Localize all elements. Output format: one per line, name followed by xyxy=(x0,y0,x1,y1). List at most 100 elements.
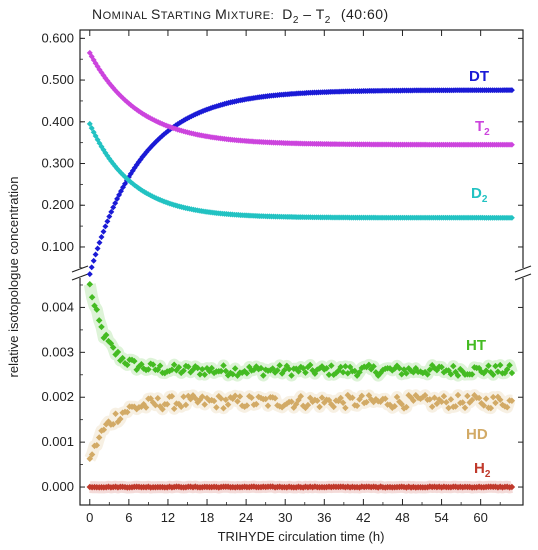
data-point-DT xyxy=(94,245,101,252)
data-point-HT xyxy=(396,365,403,372)
series-glow xyxy=(83,283,518,494)
data-point-HT xyxy=(328,362,335,369)
data-point-HD xyxy=(271,394,279,402)
axis-break-right xyxy=(514,265,532,281)
data-point-HT xyxy=(447,370,455,378)
data-point-HT xyxy=(156,362,164,369)
data-point-HT xyxy=(194,364,201,372)
data-point-HD xyxy=(447,396,455,403)
data-point-HD xyxy=(180,393,187,401)
data-point-HD xyxy=(475,394,483,402)
data-point-HT xyxy=(370,363,377,370)
axis-ticks: 0.100 0.200 0.300 0.400 0.500 0.600 0.000 0.001… xyxy=(41,30,523,525)
data-point-HD xyxy=(421,391,429,399)
series-label-H2: H2 xyxy=(474,460,491,480)
data-point-HD xyxy=(489,393,497,401)
data-point-HD xyxy=(440,393,448,400)
data-point-HD xyxy=(217,395,225,402)
data-point-DT xyxy=(102,223,109,230)
data-point-DT xyxy=(90,257,97,264)
data-point-HD xyxy=(482,395,490,402)
y-tick-label-upper: 0.200 xyxy=(41,197,74,212)
data-point-HT xyxy=(119,354,126,362)
data-point-DT xyxy=(100,228,107,235)
y-axis-label: relative isotopologue concentration xyxy=(6,177,21,378)
data-point-HD xyxy=(93,442,101,449)
data-point-HT xyxy=(229,370,237,378)
y-tick-label-lower: 0.002 xyxy=(41,389,74,404)
data-point-HD xyxy=(152,401,159,409)
plot-frame xyxy=(79,29,524,506)
data-point-HD xyxy=(100,426,108,434)
series-label-D2: D2 xyxy=(471,185,488,205)
data-point-HT xyxy=(217,367,225,375)
data-point-HD xyxy=(224,401,232,408)
data-point-HD xyxy=(112,410,119,417)
data-point-HT xyxy=(398,371,405,378)
data-point-HD xyxy=(403,403,410,411)
data-point-HD xyxy=(410,397,417,404)
data-point-HD xyxy=(445,404,452,412)
data-point-DT xyxy=(88,264,95,271)
data-point-HD xyxy=(288,398,295,406)
data-point-HD xyxy=(154,395,162,402)
data-point-HD xyxy=(492,399,499,407)
data-point-HT xyxy=(438,363,445,371)
data-point-HD xyxy=(318,394,326,401)
data-point-HD xyxy=(503,404,511,411)
data-point-HT xyxy=(86,281,94,288)
x-tick-label: 42 xyxy=(356,510,370,525)
data-point-HD xyxy=(316,403,323,411)
data-point-HD xyxy=(428,403,436,410)
data-point-DT xyxy=(86,271,93,278)
data-point-HD xyxy=(468,396,476,404)
y-tick-label-upper: 0.100 xyxy=(41,239,74,254)
data-point-DT xyxy=(508,87,515,94)
x-tick-label: 24 xyxy=(239,510,253,525)
data-point-HT xyxy=(281,366,288,374)
series-label-T2: T2 xyxy=(475,118,490,138)
data-point-T2 xyxy=(508,141,515,148)
x-tick-label: 48 xyxy=(395,510,409,525)
data-point-HD xyxy=(464,392,471,400)
y-tick-label-lower: 0.004 xyxy=(41,299,74,314)
data-point-HT xyxy=(274,367,281,374)
data-point-HD xyxy=(222,396,230,403)
data-point-HD xyxy=(443,398,450,406)
data-point-HD xyxy=(452,403,459,410)
data-point-HT xyxy=(450,362,457,370)
data-point-HT xyxy=(131,357,138,365)
data-point-HT xyxy=(346,363,354,371)
data-point-HT xyxy=(342,363,349,370)
data-point-HT xyxy=(288,372,295,379)
data-point-HD xyxy=(297,393,305,400)
data-point-HD xyxy=(487,404,495,412)
data-point-HD xyxy=(459,399,466,406)
data-point-HD xyxy=(358,392,366,400)
series-labels: DT T2 D2 HT HD H2 xyxy=(466,68,491,480)
x-tick-label: 60 xyxy=(473,510,487,525)
data-point-HT xyxy=(98,323,105,331)
data-point-HT xyxy=(454,372,462,379)
data-point-HD xyxy=(117,415,124,423)
data-point-HT xyxy=(339,369,347,376)
data-point-HT xyxy=(185,363,192,370)
data-point-HT xyxy=(485,362,492,369)
y-tick-label-lower: 0.000 xyxy=(41,479,74,494)
data-point-HT xyxy=(168,366,176,373)
y-tick-label-lower: 0.001 xyxy=(41,434,74,449)
x-tick-label: 36 xyxy=(317,510,331,525)
data-point-HD xyxy=(142,404,150,411)
data-point-HD xyxy=(454,391,462,399)
data-point-HT xyxy=(180,367,187,374)
x-axis-label: TRIHYDE circulation time (h) xyxy=(218,529,385,544)
data-point-HT xyxy=(492,362,499,370)
data-point-HD xyxy=(168,392,176,400)
series-label-HT: HT xyxy=(466,337,486,354)
data-point-DT xyxy=(92,251,99,258)
data-point-HT xyxy=(260,372,267,379)
data-point-HT xyxy=(325,371,333,379)
data-point-HD xyxy=(461,404,469,411)
data-point-HT xyxy=(285,365,293,373)
